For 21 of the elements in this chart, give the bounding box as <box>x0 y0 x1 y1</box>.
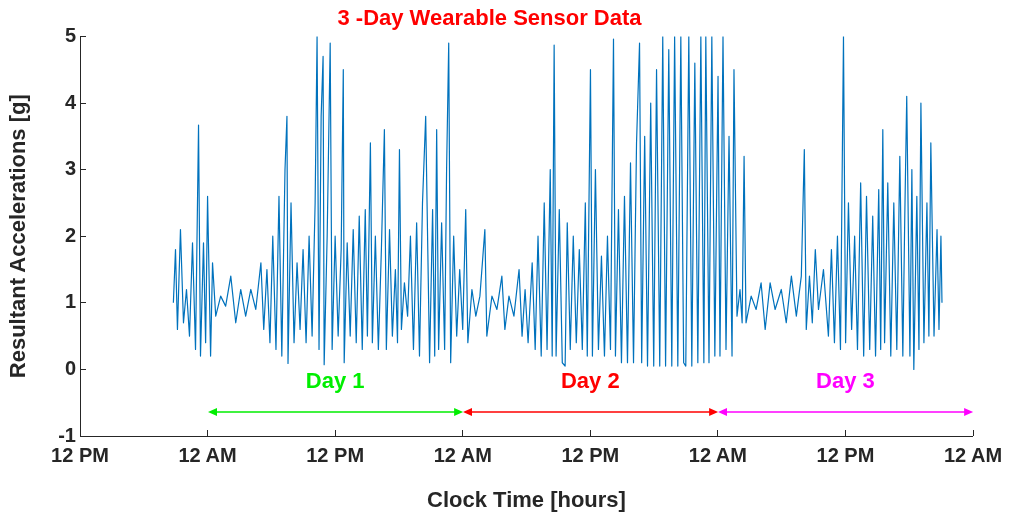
y-tick-label: 3 <box>64 157 76 180</box>
y-axis-title: Resultant Accelerations [g] <box>5 94 31 379</box>
annotation: Day 2 <box>560 368 620 394</box>
chart-title: 3 -Day Wearable Sensor Data <box>337 5 643 31</box>
x-tick-label: 12 AM <box>943 443 1003 466</box>
x-tick-label: 12 PM <box>816 443 875 466</box>
y-tick-label: 0 <box>64 356 76 379</box>
x-tick-label: 12 PM <box>306 443 365 466</box>
x-tick-label: 12 PM <box>561 443 620 466</box>
y-tick-label: 4 <box>64 90 77 113</box>
x-tick-label: 12 PM <box>51 443 109 466</box>
x-tick-label: 12 AM <box>688 443 747 466</box>
y-tick-label: -1 <box>58 423 76 446</box>
x-axis-title: Clock Time [hours] <box>427 486 626 512</box>
y-tick-label: 5 <box>64 23 76 46</box>
y-tick-label: 2 <box>64 223 76 246</box>
annotation: Day 3 <box>816 368 875 394</box>
y-tick-label: 1 <box>64 290 76 313</box>
x-tick-label: 12 AM <box>178 443 237 466</box>
annotation: Day 1 <box>305 368 365 394</box>
x-tick-label: 12 AM <box>433 443 492 466</box>
